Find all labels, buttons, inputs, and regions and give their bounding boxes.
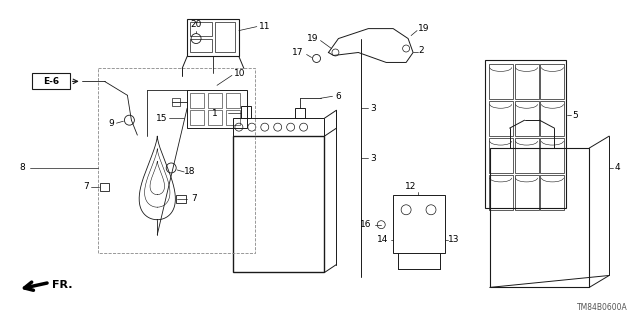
Bar (190, 22, 212, 36)
Bar (100, 183, 109, 191)
Bar (241, 106, 251, 118)
Text: 11: 11 (259, 22, 270, 31)
Bar (215, 22, 235, 51)
Text: 10: 10 (234, 69, 245, 78)
Text: 1: 1 (212, 109, 218, 118)
Text: 13: 13 (448, 235, 460, 244)
Bar (172, 98, 180, 106)
Bar (489, 175, 513, 210)
Bar (489, 101, 513, 136)
Text: 20: 20 (191, 20, 202, 29)
Text: 6: 6 (335, 92, 341, 101)
Bar (226, 110, 240, 125)
Bar (190, 93, 204, 108)
Text: 3: 3 (371, 153, 376, 162)
Text: 19: 19 (307, 34, 319, 43)
Bar (208, 93, 222, 108)
Text: FR.: FR. (52, 280, 72, 290)
Bar (393, 195, 445, 253)
Bar (489, 138, 513, 173)
Bar (541, 175, 564, 210)
Text: 16: 16 (360, 220, 371, 229)
Text: 14: 14 (377, 235, 388, 244)
Text: 18: 18 (184, 167, 196, 176)
Bar (541, 64, 564, 99)
Text: TM84B0600A: TM84B0600A (577, 303, 628, 312)
Bar (32, 73, 70, 89)
Text: 7: 7 (191, 194, 197, 203)
Bar (484, 61, 566, 208)
Bar (176, 195, 186, 203)
Bar (226, 93, 240, 108)
Text: 15: 15 (156, 114, 167, 123)
Text: 7: 7 (83, 182, 88, 191)
Text: 2: 2 (418, 46, 424, 55)
Bar (187, 19, 239, 56)
Bar (541, 101, 564, 136)
Bar (208, 110, 222, 125)
Bar (515, 138, 538, 173)
Bar (515, 175, 538, 210)
Text: 3: 3 (371, 104, 376, 113)
Bar (187, 90, 247, 128)
Bar (97, 68, 255, 253)
Bar (541, 138, 564, 173)
Bar (515, 101, 538, 136)
Text: 8: 8 (19, 163, 25, 173)
Text: E-6: E-6 (43, 77, 59, 86)
Bar (233, 136, 324, 272)
Text: 17: 17 (292, 48, 303, 57)
Text: 4: 4 (614, 163, 620, 173)
Bar (489, 64, 513, 99)
Bar (490, 148, 589, 287)
Bar (233, 118, 324, 136)
Bar (294, 108, 305, 118)
Bar (190, 39, 212, 53)
Text: 12: 12 (405, 182, 417, 191)
Bar (190, 110, 204, 125)
Text: 19: 19 (418, 24, 429, 33)
Text: 5: 5 (572, 111, 578, 120)
Bar (515, 64, 538, 99)
Text: 9: 9 (109, 119, 115, 128)
